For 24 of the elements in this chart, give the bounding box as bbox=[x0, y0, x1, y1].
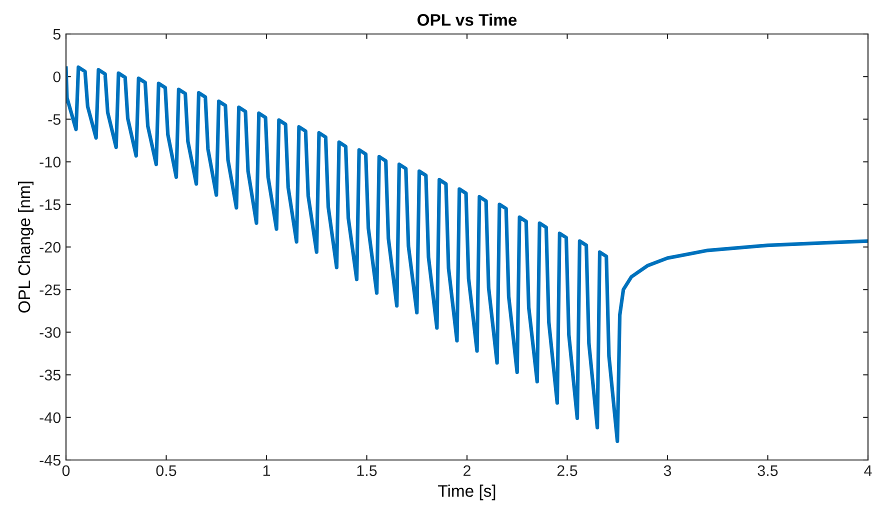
x-tick-label: 0.5 bbox=[156, 465, 176, 476]
line-series bbox=[66, 65, 868, 444]
y-tick-label: -20 bbox=[40, 242, 61, 253]
y-tick-label: -10 bbox=[40, 156, 61, 168]
x-tick-label: 3 bbox=[664, 465, 672, 476]
y-axis-title: OPL Change [nm] bbox=[18, 182, 34, 313]
y-tick-label: 0 bbox=[53, 71, 61, 82]
y-tick-label: -15 bbox=[40, 199, 60, 210]
x-axis-title: Time [s] bbox=[438, 484, 496, 500]
y-tick-label: -40 bbox=[40, 412, 61, 424]
x-tick-label: 3.5 bbox=[758, 465, 778, 476]
chart-title: OPL vs Time bbox=[418, 14, 517, 26]
y-tick-label: -45 bbox=[40, 455, 60, 466]
x-tick-label: 4 bbox=[864, 465, 872, 476]
x-tick-label: 2.5 bbox=[557, 465, 578, 476]
x-tick-label: 1.5 bbox=[357, 465, 377, 476]
x-tick-label: 1 bbox=[263, 465, 270, 476]
y-tick-label: -30 bbox=[40, 327, 61, 338]
y-tick-label: -35 bbox=[40, 370, 60, 380]
x-tick-label: 2 bbox=[464, 465, 470, 476]
y-tick-label: -25 bbox=[40, 284, 60, 296]
x-tick-label: 0 bbox=[62, 465, 70, 476]
y-tick-label: 5 bbox=[53, 29, 60, 40]
y-tick-label: -5 bbox=[48, 114, 60, 125]
